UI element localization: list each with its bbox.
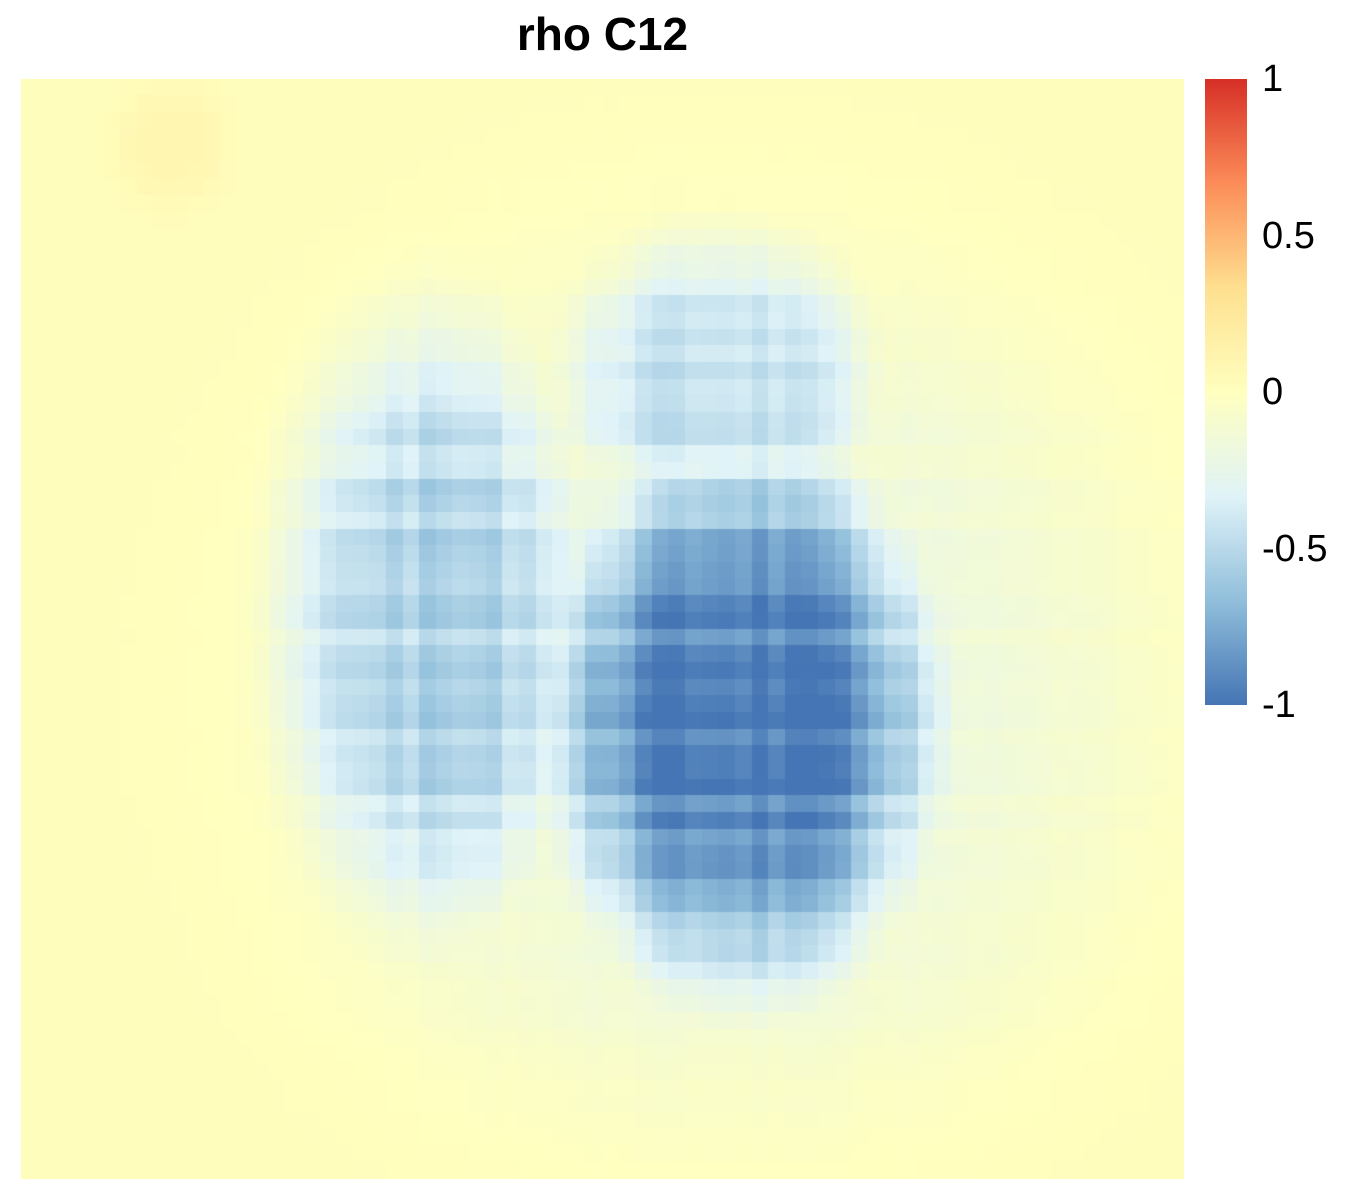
legend-tick-label: -0.5 [1262,527,1328,570]
color-scale-legend-bar [1205,79,1247,705]
chart-title: rho C12 [516,8,689,60]
legend-tick-label: 1 [1262,58,1284,100]
heatmap-plot-area [21,79,1184,1179]
legend-tick-label: 0.5 [1262,214,1315,257]
legend-tick-label: -1 [1262,684,1296,726]
legend-tick-label: 0 [1262,371,1284,413]
